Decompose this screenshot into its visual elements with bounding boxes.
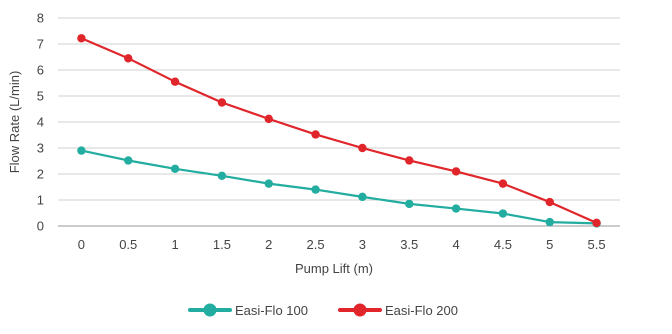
x-tick-label: 3.5 <box>400 237 418 252</box>
data-point <box>545 197 554 207</box>
series-line <box>81 149 597 225</box>
series-layer <box>77 34 601 228</box>
legend-label: Easi-Flo 100 <box>235 303 308 318</box>
grid-lines <box>58 17 620 227</box>
series-2 <box>77 34 601 228</box>
y-axis-label: Flow Rate (L/min) <box>7 71 22 174</box>
data-point <box>124 156 133 165</box>
data-point <box>217 171 227 181</box>
data-point <box>217 98 227 107</box>
y-tick-label: 8 <box>37 11 44 26</box>
x-tick-label: 1.5 <box>213 237 231 252</box>
x-axis-ticks: 0 0.5 1 1.5 2 2.5 3 3.5 4 4.5 5 5.5 <box>78 237 606 252</box>
x-tick-label: 0 <box>78 237 85 252</box>
data-point <box>124 54 133 63</box>
x-tick-label: 4 <box>452 237 459 252</box>
data-point <box>170 77 180 86</box>
data-point <box>311 130 320 139</box>
data-point <box>358 192 367 202</box>
data-point <box>592 218 601 228</box>
data-point <box>498 179 508 188</box>
x-tick-label: 2 <box>265 237 272 252</box>
y-tick-label: 3 <box>37 141 44 156</box>
series-1 <box>77 146 601 228</box>
data-point <box>311 185 320 194</box>
y-tick-label: 7 <box>37 37 44 52</box>
y-tick-label: 2 <box>37 167 44 182</box>
data-point <box>264 114 273 124</box>
legend-item-2: Easi-Flo 200 <box>338 303 458 318</box>
data-point <box>77 146 86 155</box>
legend-item-1: Easi-Flo 100 <box>188 303 308 318</box>
x-tick-label: 4.5 <box>494 237 512 252</box>
data-point <box>545 217 554 227</box>
y-axis-ticks: 0 1 2 3 4 5 6 7 8 <box>37 11 44 234</box>
y-tick-label: 6 <box>37 63 44 78</box>
data-point <box>264 179 273 188</box>
x-tick-label: 1 <box>171 237 178 252</box>
data-point <box>170 164 180 173</box>
x-tick-label: 2.5 <box>307 237 325 252</box>
y-tick-label: 1 <box>37 193 44 208</box>
y-tick-label: 0 <box>37 219 44 234</box>
y-tick-label: 4 <box>37 115 44 130</box>
x-axis-label: Pump Lift (m) <box>295 261 373 276</box>
legend-label: Easi-Flo 200 <box>385 303 458 318</box>
x-tick-label: 0.5 <box>119 237 137 252</box>
data-point <box>451 167 461 176</box>
legend: Easi-Flo 100 Easi-Flo 200 <box>188 303 458 318</box>
data-point <box>405 199 414 209</box>
x-tick-label: 5 <box>546 237 553 252</box>
legend-marker <box>353 303 367 317</box>
x-tick-label: 5.5 <box>588 237 606 252</box>
data-point <box>451 204 461 213</box>
series-line <box>80 37 598 224</box>
data-point <box>358 143 367 153</box>
data-point <box>77 34 86 43</box>
data-point <box>405 156 414 165</box>
y-tick-label: 5 <box>37 89 44 104</box>
x-tick-label: 3 <box>359 237 366 252</box>
legend-marker <box>203 303 217 317</box>
data-point <box>498 209 508 218</box>
